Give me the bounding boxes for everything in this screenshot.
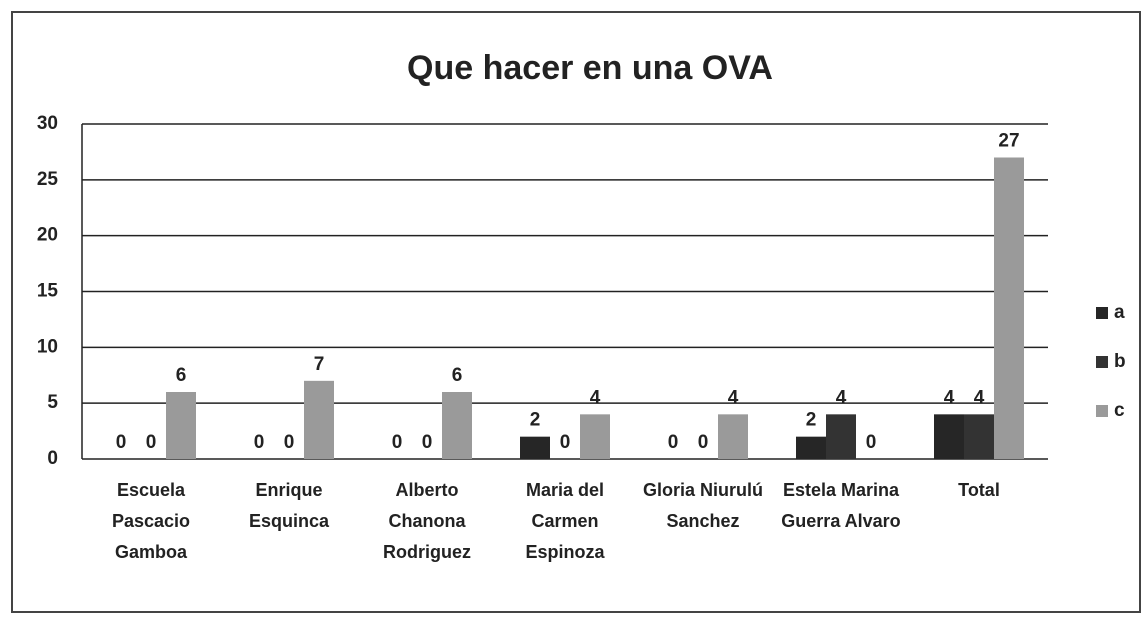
data-label: 7 — [314, 354, 325, 375]
y-tick-label: 5 — [47, 392, 58, 413]
chart-title: Que hacer en una OVA — [407, 49, 773, 87]
x-tick-label: Enrique Esquinca — [248, 480, 330, 531]
bar — [964, 414, 994, 459]
bar — [934, 414, 964, 459]
data-label: 0 — [146, 432, 157, 453]
data-label: 4 — [944, 387, 955, 408]
x-tick-label: Total — [958, 480, 1000, 500]
bar — [826, 414, 856, 459]
data-label: 4 — [590, 387, 601, 408]
legend-swatch — [1096, 405, 1108, 417]
bar — [442, 392, 472, 459]
data-label: 2 — [806, 410, 817, 431]
bar — [520, 436, 550, 459]
data-label: 0 — [254, 432, 265, 453]
x-tick-label: Estela Marina Guerra Alvaro — [781, 480, 901, 531]
bar — [718, 414, 748, 459]
y-tick-label: 10 — [37, 336, 58, 357]
x-tick-label: Escuela Pascacio Gamboa — [111, 480, 191, 562]
bar — [580, 414, 610, 459]
legend-swatch — [1096, 356, 1108, 368]
y-tick-label: 0 — [47, 448, 58, 469]
x-tick-label: Gloria Niurulú Sanchez — [643, 480, 764, 531]
y-tick-label: 20 — [37, 225, 58, 246]
x-tick-label: Alberto Chanona Rodriguez — [383, 480, 471, 562]
data-label: 0 — [866, 432, 877, 453]
bar — [166, 392, 196, 459]
data-label: 0 — [698, 432, 709, 453]
data-label: 0 — [392, 432, 403, 453]
y-tick-label: 30 — [37, 113, 58, 134]
data-label: 2 — [530, 410, 541, 431]
legend-label: c — [1114, 400, 1125, 421]
bar — [304, 380, 334, 459]
data-label: 4 — [974, 387, 985, 408]
data-label: 6 — [176, 365, 187, 386]
data-label: 6 — [452, 365, 463, 386]
data-label: 0 — [116, 432, 127, 453]
legend-label: a — [1114, 302, 1125, 323]
x-tick-label: Maria del Carmen Espinoza — [525, 480, 605, 562]
data-label: 0 — [560, 432, 571, 453]
data-label: 4 — [728, 387, 739, 408]
legend-label: b — [1114, 351, 1126, 372]
data-label: 0 — [422, 432, 433, 453]
data-label: 0 — [284, 432, 295, 453]
y-tick-label: 15 — [37, 281, 59, 302]
data-label: 4 — [836, 387, 847, 408]
data-label: 27 — [998, 131, 1019, 152]
chart-frame — [11, 11, 1141, 613]
legend-swatch — [1096, 307, 1108, 319]
bar — [796, 436, 826, 459]
bar — [994, 157, 1024, 459]
data-label: 0 — [668, 432, 679, 453]
y-tick-label: 25 — [37, 169, 59, 190]
